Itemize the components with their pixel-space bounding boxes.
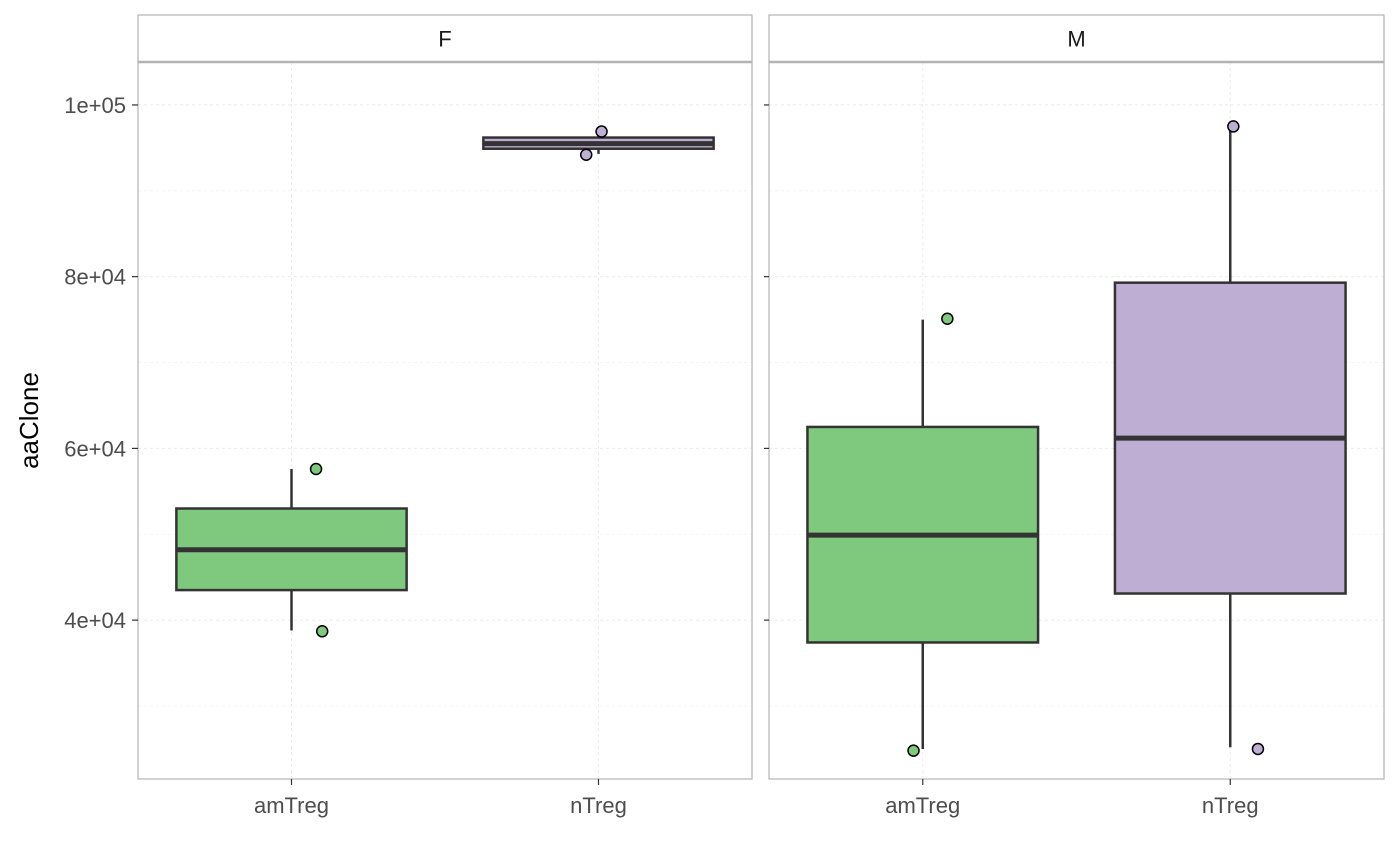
facet-strip — [137, 14, 753, 63]
data-point — [941, 312, 954, 325]
facet-strip-label: M — [1067, 27, 1085, 52]
x-tick-label: amTreg — [885, 793, 960, 818]
data-point — [1227, 120, 1240, 133]
facet-strip-label: F — [438, 27, 451, 52]
data-point — [309, 462, 323, 476]
data-point — [1251, 742, 1265, 756]
data-point — [579, 148, 593, 161]
x-tick-label: amTreg — [254, 793, 329, 818]
y-tick-label: 6e+04 — [64, 436, 126, 461]
x-tick-label: nTreg — [570, 793, 627, 818]
panel-background — [138, 62, 752, 779]
y-tick-label: 8e+04 — [64, 265, 126, 290]
boxplot-M-nTreg — [1113, 120, 1347, 756]
boxplot-F-nTreg — [482, 125, 715, 161]
y-axis-title: aaClone — [14, 372, 44, 469]
data-point — [315, 625, 329, 638]
data-point — [595, 125, 608, 138]
y-tick-label: 4e+04 — [64, 608, 126, 633]
data-point — [907, 744, 920, 757]
y-tick-label: 1e+05 — [64, 93, 126, 118]
boxplot-M-amTreg — [806, 312, 1040, 757]
boxplot-F-amTreg — [175, 462, 408, 638]
x-tick-label: nTreg — [1202, 793, 1259, 818]
facet-strip — [768, 14, 1385, 63]
